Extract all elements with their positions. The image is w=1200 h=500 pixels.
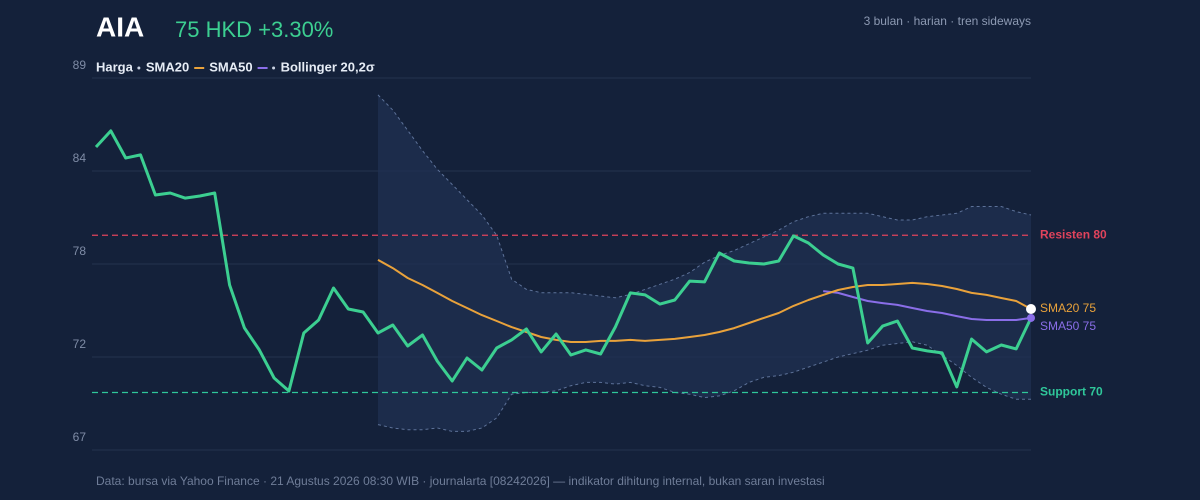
legend: Harga SMA20 SMA50 Bollinger 20,2σ [96,59,375,74]
end-dot [1027,313,1035,322]
reference-label: Resisten 80 [1040,227,1107,241]
y-tick-label: 67 [73,430,87,444]
legend-label: SMA50 [209,59,252,74]
bollinger-upper [377,94,1032,299]
price-label: 75 HKD +3.30% [175,17,333,42]
legend-separator [272,66,276,70]
sma-line [377,259,1032,343]
end-label: SMA50 75 [1040,319,1096,333]
legend-label: Bollinger 20,2σ [281,59,375,74]
end-label: SMA20 75 [1040,301,1096,315]
y-tick-label: 78 [73,244,87,258]
y-tick-label: 89 [73,58,87,72]
reference-label: Support 70 [1040,385,1103,399]
bollinger-band [378,94,1031,432]
end-dot [1026,303,1036,314]
legend-label: Harga [96,59,134,74]
y-tick-label: 72 [73,337,87,351]
chart-title: AIA [96,11,144,42]
legend-separator [137,66,141,70]
subtitle: 3 bulan · harian · tren sideways [864,14,1031,28]
footer: Data: bursa via Yahoo Finance · 21 Agust… [96,474,825,488]
y-tick-label: 84 [73,151,87,165]
legend-label: SMA20 [146,59,189,74]
price-line [94,129,1033,393]
